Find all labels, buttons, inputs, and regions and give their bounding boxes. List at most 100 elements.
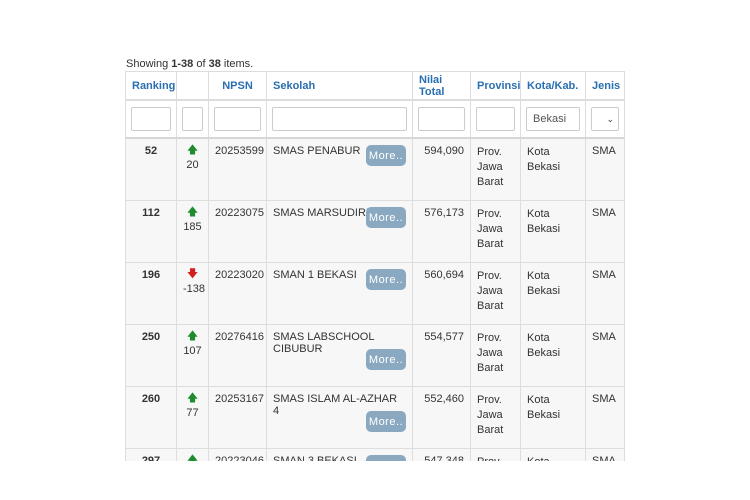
- npsn-cell: 20253167: [208, 386, 267, 449]
- rank-change-value: 107: [183, 345, 202, 357]
- nilai-total-cell: 554,577: [412, 324, 471, 387]
- nilai-total-cell: 560,694: [412, 262, 471, 325]
- more-button[interactable]: More..: [366, 455, 406, 461]
- column-header-provinsi[interactable]: Provinsi: [470, 71, 521, 101]
- more-button[interactable]: More..: [366, 145, 406, 166]
- school-name: SMAS MARSUDIRINI: [273, 207, 380, 219]
- filter-row: ⌄: [125, 99, 625, 139]
- column-header-jenis[interactable]: Jenis: [585, 71, 625, 101]
- column-header-npsn[interactable]: NPSN: [208, 71, 267, 101]
- sekolah-cell: SMAS MARSUDIRINI More..: [266, 200, 413, 263]
- rank-change-cell: 🡅 107: [176, 324, 209, 387]
- kota-filter-input[interactable]: [526, 107, 580, 131]
- table-row: 196 🡇 -138 20223020 SMAN 1 BEKASI More..…: [125, 262, 625, 325]
- arrow-down-icon: 🡇: [186, 268, 199, 280]
- sekolah-filter-input[interactable]: [272, 107, 407, 131]
- sekolah-cell: SMAS ISLAM AL-AZHAR 4 More..: [266, 386, 413, 449]
- school-name: SMAS ISLAM AL-AZHAR 4: [273, 393, 398, 417]
- summary-range: 1-38: [171, 58, 194, 70]
- nilai-total-cell: 552,460: [412, 386, 471, 449]
- table-row: 260 🡅 77 20253167 SMAS ISLAM AL-AZHAR 4 …: [125, 386, 625, 449]
- rank-change-cell: 🡇 -138: [176, 262, 209, 325]
- summary-text: Showing 1-38 of 38 items.: [126, 58, 254, 70]
- school-name: SMAN 3 BEKASI: [273, 455, 357, 461]
- table-row: 52 🡅 20 20253599 SMAS PENABUR More.. 594…: [125, 137, 625, 201]
- nilai-total-cell: 547,348: [412, 448, 471, 461]
- table-row: 297 🡅 46 20223046 SMAN 3 BEKASI More.. 5…: [125, 448, 625, 462]
- jenis-cell: SMA: [585, 262, 625, 325]
- summary-total: 38: [208, 58, 221, 70]
- npsn-cell: 20223075: [208, 200, 267, 263]
- arrow-up-icon: 🡅: [186, 330, 199, 342]
- jenis-cell: SMA: [585, 200, 625, 263]
- rank-change-value: 77: [186, 407, 199, 419]
- nilai-filter-input[interactable]: [418, 107, 465, 131]
- nilai-total-cell: 594,090: [412, 137, 471, 201]
- rank-cell: 112: [125, 200, 177, 263]
- nilai-total-cell: 576,173: [412, 200, 471, 263]
- table-body: 52 🡅 20 20253599 SMAS PENABUR More.. 594…: [125, 137, 625, 462]
- chevron-down-icon: ⌄: [606, 113, 614, 124]
- npsn-cell: 20276416: [208, 324, 267, 387]
- rank-cell: 196: [125, 262, 177, 325]
- more-button[interactable]: More..: [366, 411, 406, 432]
- ranking-filter-input[interactable]: [131, 107, 171, 131]
- ranking-table: Ranking NPSN Sekolah Nilai Total Provins…: [125, 71, 625, 461]
- column-header-ranking[interactable]: Ranking: [125, 71, 177, 101]
- rank-change-cell: 🡅 46: [176, 448, 209, 462]
- jenis-cell: SMA: [585, 448, 625, 461]
- change-filter-input[interactable]: [182, 107, 203, 131]
- rank-change-cell: 🡅 185: [176, 200, 209, 263]
- jenis-cell: SMA: [585, 137, 625, 201]
- arrow-up-icon: 🡅: [186, 206, 199, 218]
- rank-cell: 260: [125, 386, 177, 449]
- arrow-up-icon: 🡅: [186, 454, 199, 462]
- arrow-up-icon: 🡅: [186, 144, 199, 156]
- npsn-cell: 20253599: [208, 137, 267, 201]
- column-header-sekolah[interactable]: Sekolah: [266, 71, 413, 101]
- jenis-cell: SMA: [585, 324, 625, 387]
- provinsi-filter-input[interactable]: [476, 107, 515, 131]
- npsn-cell: 20223020: [208, 262, 267, 325]
- jenis-filter-select[interactable]: ⌄: [591, 107, 619, 131]
- sekolah-cell: SMAS PENABUR More..: [266, 137, 413, 201]
- rank-change-value: 185: [183, 221, 202, 233]
- rank-change-cell: 🡅 20: [176, 137, 209, 201]
- sekolah-cell: SMAN 1 BEKASI More..: [266, 262, 413, 325]
- npsn-cell: 20223046: [208, 448, 267, 461]
- more-button[interactable]: More..: [366, 349, 406, 370]
- header-row: Ranking NPSN Sekolah Nilai Total Provins…: [125, 71, 625, 101]
- column-header-change: [176, 71, 209, 101]
- school-name: SMAS PENABUR: [273, 145, 361, 157]
- school-name: SMAS LABSCHOOL CIBUBUR: [273, 331, 375, 355]
- table-row: 112 🡅 185 20223075 SMAS MARSUDIRINI More…: [125, 200, 625, 263]
- more-button[interactable]: More..: [366, 269, 406, 290]
- column-header-kota[interactable]: Kota/Kab.: [520, 71, 586, 101]
- rank-change-value: -138: [183, 283, 206, 295]
- rank-cell: 250: [125, 324, 177, 387]
- ranking-table-container: Ranking NPSN Sekolah Nilai Total Provins…: [125, 71, 625, 461]
- rank-change-value: 20: [186, 159, 199, 171]
- column-header-nilai-total[interactable]: Nilai Total: [412, 71, 471, 101]
- npsn-filter-input[interactable]: [214, 107, 261, 131]
- rank-change-cell: 🡅 77: [176, 386, 209, 449]
- jenis-cell: SMA: [585, 386, 625, 449]
- arrow-up-icon: 🡅: [186, 392, 199, 404]
- rank-cell: 52: [125, 137, 177, 201]
- sekolah-cell: SMAS LABSCHOOL CIBUBUR More..: [266, 324, 413, 387]
- more-button[interactable]: More..: [366, 207, 406, 228]
- rank-cell: 297: [125, 448, 177, 461]
- sekolah-cell: SMAN 3 BEKASI More..: [266, 448, 413, 461]
- school-name: SMAN 1 BEKASI: [273, 269, 357, 281]
